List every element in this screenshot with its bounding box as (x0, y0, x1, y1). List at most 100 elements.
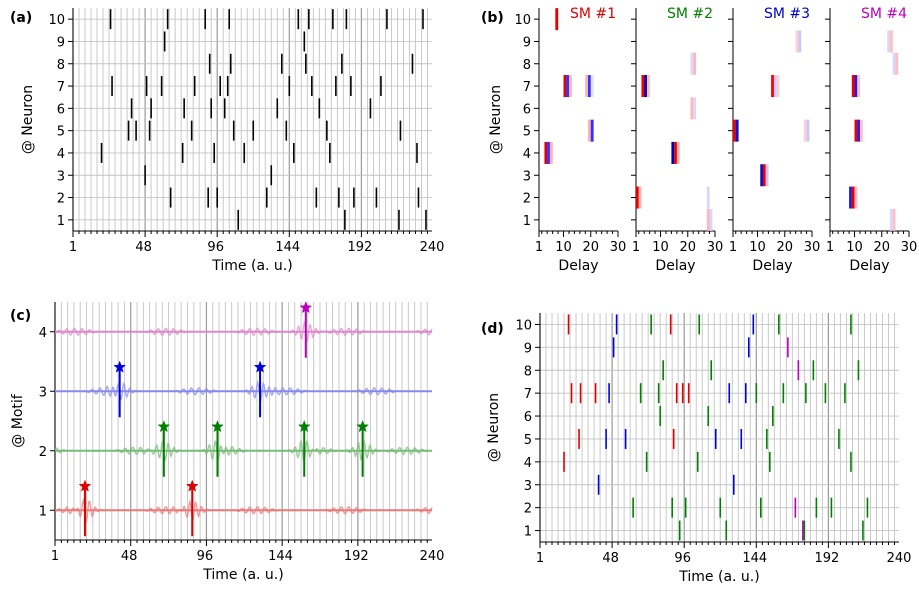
y-tick-label: 1 (523, 214, 531, 229)
panel-d: 1 48 96 144 192 240 1 2 3 4 5 6 7 8 9 10 Time (a. u.) @ N… (481, 313, 911, 585)
kernel-cell (854, 75, 858, 98)
kernel-cell (644, 75, 648, 98)
y-tick-label: 3 (523, 169, 531, 184)
kernel-cell (693, 97, 697, 120)
kernel-cell (735, 119, 739, 142)
motif-star (113, 360, 127, 373)
motif-star (78, 479, 92, 492)
y-tick-label: 6 (524, 410, 532, 425)
y-tick-label: 2 (39, 445, 47, 460)
y-tick-label: 7 (523, 80, 531, 95)
x-tick-label: 240 (420, 240, 445, 255)
kernel-cell (892, 52, 896, 75)
x-tick-label: 144 (275, 240, 300, 255)
kernel-cell (693, 52, 697, 75)
x-tick-label: 10 (846, 240, 863, 255)
submodel-title: SM #4 (861, 6, 907, 22)
kernel-cell (590, 75, 594, 98)
x-tick-label: 144 (742, 551, 767, 566)
y-tick-label: 10 (514, 13, 531, 28)
y-tick-label: 9 (57, 35, 65, 50)
kernel-cell (771, 75, 774, 98)
x-axis-label: Time (a. u.) (211, 258, 292, 274)
kernel-cell (544, 141, 548, 164)
panel-label: (a) (10, 10, 32, 26)
y-tick-label: 9 (524, 341, 532, 356)
kernel-cell (851, 186, 855, 209)
y-tick-label: 5 (524, 433, 532, 448)
kernel-cell (765, 164, 769, 187)
x-axis-label: Delay (655, 258, 695, 274)
x-tick-label: 1 (632, 240, 640, 255)
x-tick-label: 20 (873, 240, 890, 255)
kernel-cell (568, 75, 572, 98)
kernel-cell (857, 119, 861, 142)
kernel-cell (563, 75, 567, 98)
y-tick-label: 4 (39, 326, 47, 341)
y-tick-label: 5 (523, 125, 531, 140)
x-tick-label: 240 (420, 549, 445, 564)
motif-star (297, 420, 311, 433)
x-tick-label: 48 (135, 240, 152, 255)
x-tick-label: 1 (535, 240, 543, 255)
panel-label: (b) (481, 10, 504, 26)
kernel-cell (733, 119, 736, 142)
kernel-cell (887, 30, 891, 53)
y-axis-label: @ Motif (10, 393, 26, 447)
y-tick-label: 2 (57, 192, 65, 207)
kernel-cell (636, 186, 639, 209)
kernel-cell (547, 141, 551, 164)
x-axis-label: Time (a. u.) (202, 567, 283, 583)
kernel-cell (676, 141, 680, 164)
kernel-cell (854, 119, 858, 142)
y-tick-label: 3 (57, 169, 65, 184)
kernel-cell (851, 75, 855, 98)
y-tick-label: 8 (524, 364, 532, 379)
y-tick-label: 4 (57, 147, 65, 162)
x-tick-label: 192 (814, 551, 839, 566)
y-axis-label: @ Neuron (486, 393, 502, 462)
y-tick-label: 10 (515, 318, 532, 333)
motif-star (211, 420, 224, 433)
y-tick-label: 1 (39, 504, 47, 519)
x-tick-label: 30 (610, 240, 627, 255)
y-tick-label: 7 (57, 80, 65, 95)
kernel-cell (709, 208, 713, 231)
kernel-cell (671, 141, 675, 164)
kernel-cell (798, 30, 802, 53)
motif-trace (54, 497, 433, 524)
x-tick-label: 30 (804, 240, 821, 255)
submodel-4: 1 10 20 30 Delay SM #4 (825, 6, 917, 274)
kernel-cell (555, 8, 559, 31)
y-tick-label: 5 (57, 125, 65, 140)
x-axis-label: Time (a. u.) (678, 569, 759, 585)
submodel-3: 1 10 20 30 Delay SM #3 (728, 6, 820, 274)
x-axis-label: Delay (752, 258, 792, 274)
panel-label: (d) (481, 321, 504, 337)
y-tick-label: 1 (524, 525, 532, 540)
motif-trace (54, 438, 432, 463)
panel-c: 1 48 96 144 192 240 1 2 3 4 Time (a. u.) @ Motif (c) (10, 301, 445, 583)
submodel-1: 1 10 20 30 1 2 3 4 5 6 7 8 9 10 Delay SM #1 (514, 6, 626, 274)
y-axis-label: @ Neuron (488, 85, 504, 154)
y-tick-label: 1 (57, 214, 65, 229)
kernel-cell (588, 119, 591, 142)
y-tick-label: 8 (523, 58, 531, 73)
kernel-cell (588, 75, 591, 98)
y-tick-label: 4 (523, 147, 531, 162)
kernel-cell (795, 30, 799, 53)
kernel-cell (773, 75, 777, 98)
x-tick-label: 96 (674, 551, 691, 566)
motif-star (299, 301, 313, 314)
kernel-cell (859, 119, 863, 142)
kernel-cell (806, 119, 810, 142)
kernel-cell (566, 75, 570, 98)
x-tick-label: 96 (207, 240, 224, 255)
y-tick-label: 7 (524, 387, 532, 402)
x-tick-label: 1 (729, 240, 737, 255)
x-tick-label: 10 (652, 240, 669, 255)
x-tick-label: 20 (776, 240, 793, 255)
y-tick-label: 3 (524, 479, 532, 494)
x-tick-label: 30 (707, 240, 724, 255)
